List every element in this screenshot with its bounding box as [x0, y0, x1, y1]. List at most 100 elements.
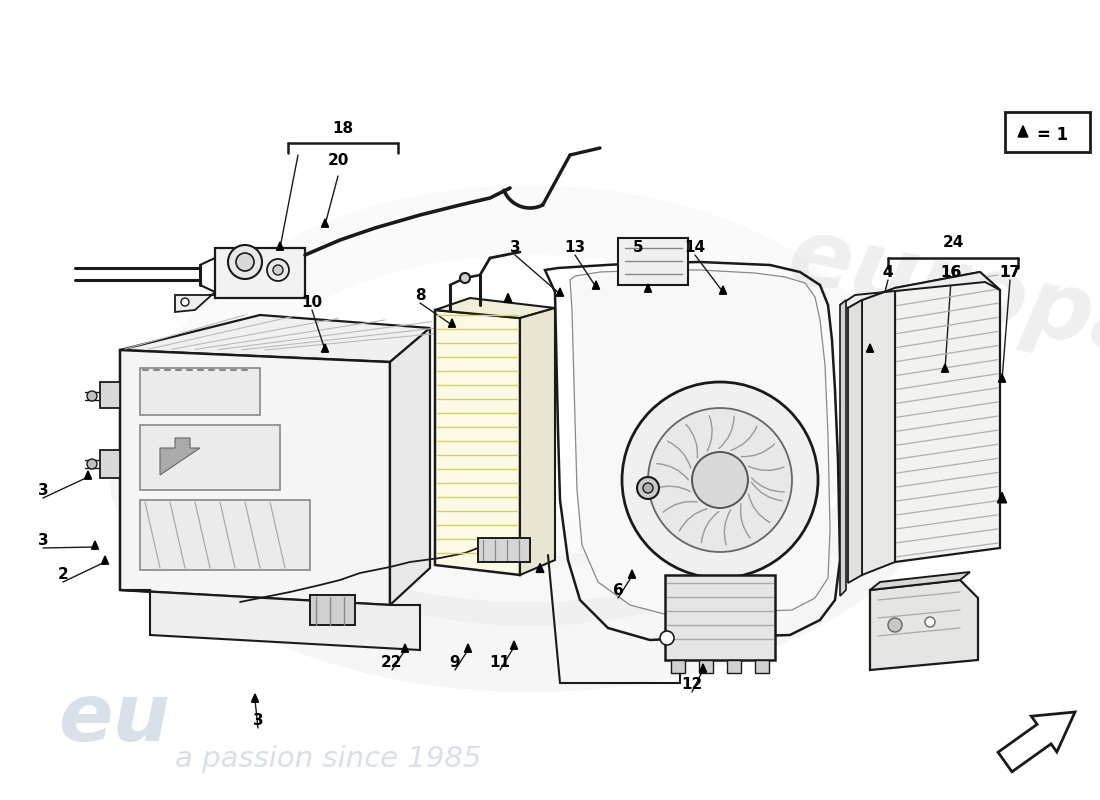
Text: 3: 3	[253, 713, 263, 728]
Polygon shape	[140, 425, 280, 490]
Text: 16: 16	[940, 265, 961, 280]
Polygon shape	[120, 350, 390, 605]
Text: 17: 17	[1000, 265, 1021, 280]
Polygon shape	[100, 450, 120, 478]
Polygon shape	[895, 272, 1000, 562]
Polygon shape	[999, 374, 1005, 382]
Polygon shape	[310, 595, 355, 625]
Polygon shape	[536, 563, 543, 573]
Polygon shape	[755, 660, 769, 673]
Circle shape	[267, 259, 289, 281]
Polygon shape	[390, 328, 430, 605]
Text: 10: 10	[301, 295, 322, 310]
Polygon shape	[434, 310, 520, 575]
Polygon shape	[140, 500, 310, 570]
Text: eu: eu	[58, 680, 169, 758]
Polygon shape	[645, 284, 651, 292]
Circle shape	[236, 253, 254, 271]
Polygon shape	[666, 575, 776, 660]
Polygon shape	[478, 538, 530, 562]
Text: 3: 3	[37, 533, 48, 548]
Polygon shape	[942, 364, 948, 372]
Polygon shape	[870, 572, 970, 590]
Text: 11: 11	[490, 655, 510, 670]
Polygon shape	[593, 281, 600, 289]
Polygon shape	[628, 570, 636, 578]
Polygon shape	[321, 219, 329, 227]
Polygon shape	[520, 308, 556, 575]
Text: a passion since 1985: a passion since 1985	[175, 745, 482, 773]
Text: 6: 6	[613, 583, 624, 598]
Circle shape	[182, 298, 189, 306]
Text: 14: 14	[684, 240, 705, 255]
Polygon shape	[276, 242, 284, 250]
FancyBboxPatch shape	[1005, 112, 1090, 152]
Polygon shape	[557, 288, 563, 296]
Circle shape	[637, 477, 659, 499]
Text: 13: 13	[564, 240, 585, 255]
Polygon shape	[464, 644, 472, 652]
Text: 9: 9	[450, 655, 460, 670]
Polygon shape	[870, 580, 978, 670]
Polygon shape	[175, 292, 214, 312]
Polygon shape	[1019, 126, 1027, 137]
Polygon shape	[840, 272, 1000, 308]
Text: 8: 8	[415, 288, 426, 303]
Polygon shape	[698, 660, 713, 673]
Polygon shape	[402, 644, 408, 652]
Circle shape	[644, 483, 653, 493]
Text: = 1: = 1	[1037, 126, 1068, 144]
Circle shape	[273, 265, 283, 275]
Polygon shape	[848, 300, 862, 583]
Polygon shape	[214, 248, 305, 298]
Polygon shape	[100, 382, 120, 408]
Polygon shape	[101, 556, 109, 564]
Polygon shape	[840, 300, 846, 596]
Circle shape	[460, 273, 470, 283]
Circle shape	[692, 452, 748, 508]
Circle shape	[888, 618, 902, 632]
Polygon shape	[120, 590, 420, 650]
Polygon shape	[618, 238, 688, 285]
Circle shape	[87, 391, 97, 401]
Circle shape	[228, 245, 262, 279]
Text: 2: 2	[57, 567, 68, 582]
Polygon shape	[504, 294, 512, 302]
Text: 24: 24	[943, 235, 964, 250]
Text: europarts: europarts	[780, 210, 1100, 409]
Polygon shape	[700, 664, 706, 672]
Circle shape	[621, 382, 818, 578]
Circle shape	[87, 459, 97, 469]
Polygon shape	[449, 319, 455, 327]
Polygon shape	[120, 315, 430, 362]
Text: 12: 12	[681, 677, 703, 692]
Polygon shape	[719, 286, 727, 294]
Polygon shape	[434, 298, 556, 318]
Text: 17: 17	[1000, 265, 1021, 280]
Circle shape	[925, 617, 935, 627]
Polygon shape	[510, 641, 518, 650]
Text: 5: 5	[632, 240, 644, 255]
Polygon shape	[321, 344, 329, 352]
Polygon shape	[570, 270, 830, 615]
Polygon shape	[140, 368, 260, 415]
Text: 3: 3	[37, 483, 48, 498]
Polygon shape	[998, 492, 1006, 503]
Polygon shape	[727, 660, 741, 673]
Text: 16: 16	[940, 265, 961, 280]
Text: 3: 3	[509, 240, 520, 255]
Polygon shape	[252, 694, 258, 702]
Polygon shape	[867, 344, 873, 352]
Polygon shape	[671, 660, 685, 673]
Text: 22: 22	[382, 655, 403, 670]
Circle shape	[660, 631, 674, 645]
Circle shape	[648, 408, 792, 552]
Text: 4: 4	[882, 265, 893, 280]
Polygon shape	[85, 471, 91, 479]
Polygon shape	[160, 438, 200, 475]
Polygon shape	[998, 712, 1075, 772]
Polygon shape	[862, 288, 895, 575]
Text: 20: 20	[328, 153, 349, 168]
Text: 18: 18	[332, 121, 353, 136]
Text: 4: 4	[882, 265, 893, 280]
